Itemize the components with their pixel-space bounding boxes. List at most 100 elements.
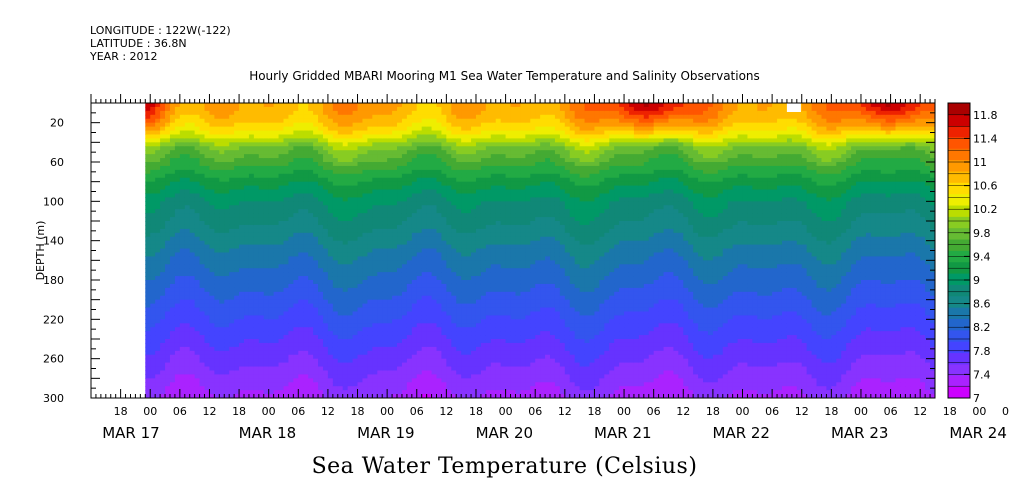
temperature-cell — [219, 221, 225, 226]
temperature-cell — [357, 362, 364, 368]
temperature-cell — [382, 390, 388, 395]
temperature-cell — [436, 386, 443, 391]
temperature-cell — [244, 126, 250, 132]
temperature-cell — [160, 382, 166, 387]
temperature-cell — [194, 362, 201, 368]
temperature-cell — [268, 154, 275, 159]
temperature-cell — [426, 232, 433, 238]
temperature-cell — [461, 209, 467, 214]
temperature-cell — [357, 280, 364, 285]
temperature-cell — [372, 252, 378, 257]
temperature-cell — [347, 295, 354, 301]
temperature-cell — [145, 158, 151, 163]
temperature-cell — [248, 181, 255, 187]
temperature-cell — [318, 232, 324, 238]
temperature-cell — [406, 130, 413, 136]
temperature-cell — [342, 394, 349, 398]
temperature-cell — [298, 169, 304, 175]
temperature-cell — [184, 386, 191, 391]
temperature-cell — [248, 118, 255, 124]
temperature-cell — [387, 158, 393, 163]
temperature-cell — [327, 374, 334, 379]
temperature-cell — [426, 378, 433, 383]
temperature-cell — [209, 311, 215, 316]
temperature-cell — [466, 311, 472, 316]
temperature-cell — [441, 358, 447, 364]
temperature-cell — [352, 150, 359, 155]
temperature-cell — [342, 252, 349, 257]
temperature-cell — [451, 130, 457, 136]
temperature-cell — [258, 327, 265, 332]
temperature-cell — [466, 146, 472, 151]
temperature-cell — [441, 142, 447, 147]
temperature-cell — [303, 283, 309, 289]
temperature-cell — [401, 299, 408, 305]
temperature-cell — [293, 232, 299, 238]
temperature-cell — [273, 252, 280, 257]
temperature-cell — [322, 291, 329, 297]
temperature-cell — [263, 331, 270, 336]
temperature-cell — [471, 185, 477, 191]
temperature-cell — [392, 307, 398, 313]
temperature-cell — [150, 169, 156, 175]
temperature-cell — [298, 252, 304, 257]
temperature-cell — [199, 331, 206, 336]
temperature-cell — [313, 165, 319, 171]
temperature-cell — [377, 154, 383, 159]
temperature-cell — [387, 142, 393, 147]
temperature-cell — [204, 221, 211, 226]
temperature-cell — [318, 162, 324, 167]
temperature-cell — [342, 221, 349, 226]
temperature-cell — [253, 173, 260, 179]
temperature-cell — [209, 162, 215, 167]
temperature-cell — [308, 276, 314, 281]
temperature-cell — [155, 256, 161, 261]
temperature-cell — [327, 217, 334, 222]
latitude-label: LATITUDE : 36.8N — [90, 37, 187, 50]
temperature-cell — [239, 346, 245, 352]
temperature-cell — [367, 154, 373, 159]
temperature-cell — [263, 154, 270, 159]
temperature-cell — [362, 276, 368, 281]
temperature-cell — [283, 236, 290, 242]
temperature-cell — [189, 185, 196, 191]
temperature-cell — [406, 303, 413, 309]
temperature-cell — [199, 177, 206, 183]
temperature-cell — [357, 224, 364, 230]
temperature-cell — [150, 394, 156, 398]
temperature-cell — [446, 366, 452, 372]
temperature-cell — [347, 350, 354, 356]
temperature-cell — [327, 335, 334, 340]
temperature-cell — [401, 138, 408, 143]
temperature-cell — [229, 146, 235, 151]
temperature-cell — [169, 256, 176, 261]
temperature-cell — [273, 346, 280, 352]
temperature-cell — [278, 154, 285, 159]
temperature-cell — [298, 193, 304, 198]
temperature-cell — [189, 256, 196, 261]
temperature-cell — [372, 138, 378, 143]
temperature-cell — [332, 236, 339, 242]
temperature-cell — [436, 276, 443, 281]
temperature-cell — [234, 244, 240, 250]
temperature-cell — [466, 370, 472, 375]
temperature-cell — [258, 228, 265, 234]
temperature-cell — [160, 146, 166, 151]
temperature-cell — [397, 299, 403, 305]
temperature-cell — [204, 130, 211, 136]
temperature-cell — [456, 106, 462, 112]
temperature-cell — [426, 331, 433, 336]
temperature-cell — [169, 146, 176, 151]
temperature-cell — [367, 331, 373, 336]
temperature-cell — [165, 283, 171, 289]
temperature-cell — [362, 205, 368, 210]
temperature-cell — [234, 150, 240, 155]
temperature-cell — [258, 299, 265, 305]
temperature-cell — [441, 335, 447, 340]
temperature-cell — [411, 283, 418, 289]
temperature-cell — [308, 201, 314, 206]
temperature-cell — [263, 165, 270, 171]
temperature-cell — [268, 193, 275, 198]
temperature-cell — [392, 106, 398, 112]
temperature-cell — [411, 154, 418, 159]
